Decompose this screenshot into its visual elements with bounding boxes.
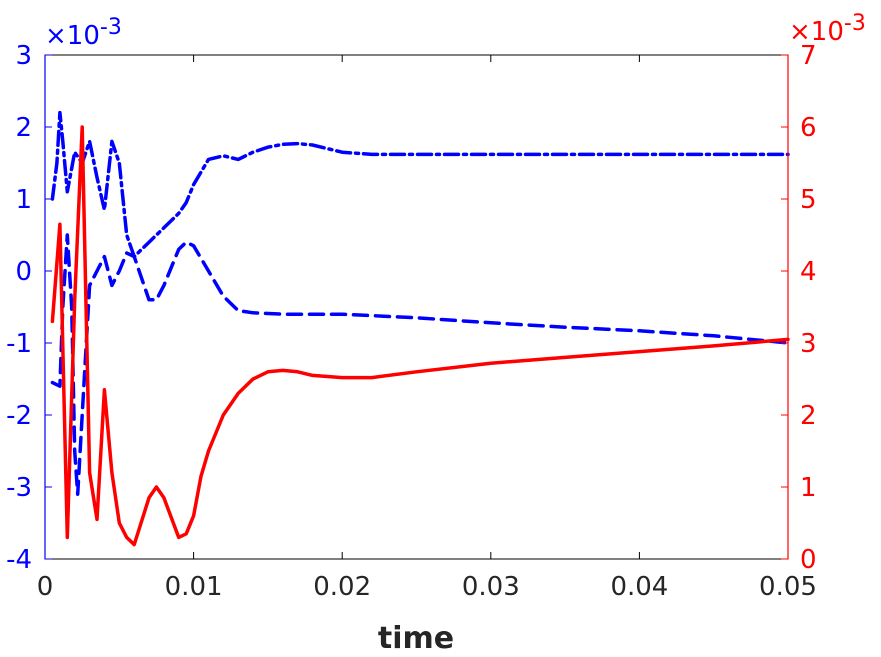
- left-axis-exponent: ×10-3: [45, 15, 122, 51]
- left-y-tick-label: 0: [15, 257, 32, 287]
- left-y-tick-label: -1: [6, 329, 32, 359]
- right-y-tick-label: 3: [800, 329, 817, 359]
- right-exponent-base: ×10: [789, 17, 844, 47]
- left-y-tick-label: 3: [15, 41, 32, 71]
- right-axis-exponent: ×10-3: [789, 11, 866, 47]
- x-tick-label: 0.01: [165, 572, 223, 602]
- right-y-tick-label: 2: [800, 401, 817, 431]
- right-y-tick-label: 1: [800, 473, 817, 503]
- x-tick-label: 0.04: [610, 572, 668, 602]
- x-axis-label: time: [378, 621, 454, 656]
- right-y-tick-label: 6: [800, 113, 817, 143]
- x-tick-label: 0.05: [759, 572, 817, 602]
- plot-background: [45, 55, 788, 559]
- left-y-tick-label: 2: [15, 113, 32, 143]
- right-y-tick-label: 5: [800, 185, 817, 215]
- ticks-layer: 0 0.01 0.02 0.03 0.04 0.05 -4 -3 -2 -1 0 1 2 3 0 1 2 3 4 5 6…: [6, 41, 817, 602]
- left-y-tick-label: -4: [6, 545, 32, 575]
- x-tick-label: 0.02: [313, 572, 371, 602]
- x-tick-label: 0: [37, 572, 54, 602]
- left-y-tick-label: 1: [15, 185, 32, 215]
- right-y-tick-label: 4: [800, 257, 817, 287]
- right-y-tick-label: 0: [800, 545, 817, 575]
- series-solid-right: [50, 125, 790, 547]
- right-exponent-power: -3: [844, 11, 866, 36]
- left-exponent-power: -3: [100, 15, 122, 40]
- series-layer: [50, 110, 790, 547]
- left-y-tick-label: -3: [6, 473, 32, 503]
- left-exponent-base: ×10: [45, 21, 100, 51]
- right-y-tick-label: 7: [800, 41, 817, 71]
- series-dashed-left: [50, 233, 790, 496]
- x-tick-label: 0.03: [462, 572, 520, 602]
- left-y-tick-label: -2: [6, 401, 32, 431]
